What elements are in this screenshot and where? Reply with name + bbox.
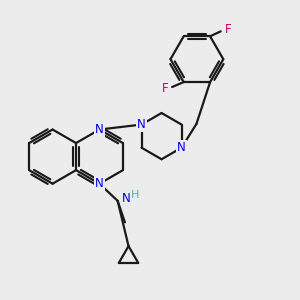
Text: N: N	[137, 118, 146, 131]
Text: H: H	[131, 190, 140, 200]
Text: F: F	[225, 23, 231, 36]
Text: N: N	[95, 123, 104, 136]
Text: N: N	[122, 192, 130, 206]
Text: F: F	[161, 82, 168, 95]
Text: N: N	[95, 177, 104, 190]
Text: N: N	[177, 141, 186, 154]
